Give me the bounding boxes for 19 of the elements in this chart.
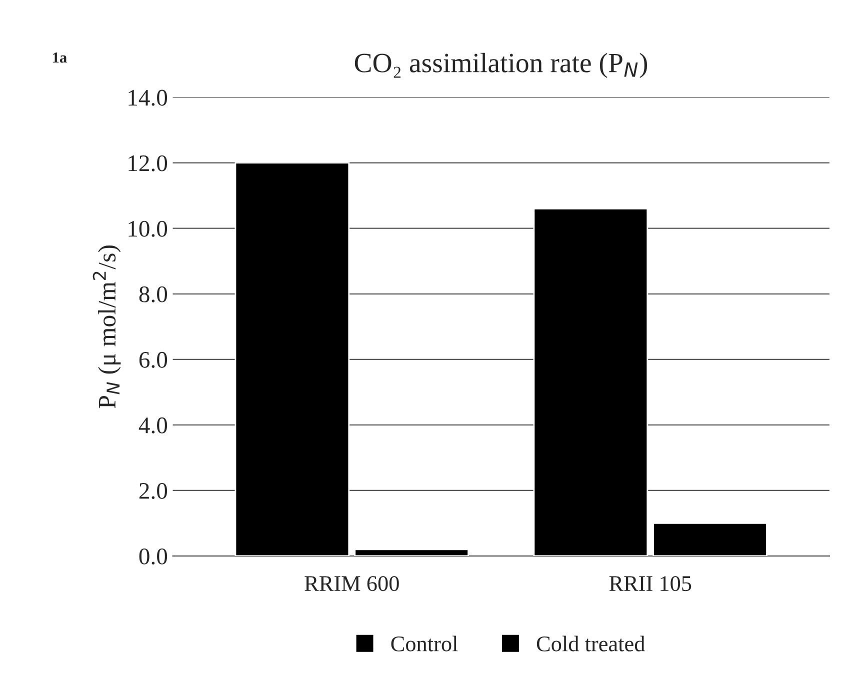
legend-label: Cold treated [536, 636, 645, 652]
y-tick-label: 14.0 [128, 90, 168, 106]
y-tick-label: 4.0 [138, 417, 168, 434]
legend-label: Control [391, 636, 458, 652]
bar [652, 522, 768, 556]
bar [234, 162, 350, 556]
x-tick-label: RRII 105 [609, 576, 692, 592]
bar [354, 548, 469, 556]
x-tick-label: RRIM 600 [304, 576, 399, 592]
y-tick-label: 2.0 [139, 482, 168, 499]
y-tick-label: 6.0 [139, 352, 168, 368]
chart-title: CO₂ assimilation rate (P$_{N}$) [354, 52, 648, 78]
y-tick-label: 0.0 [139, 548, 168, 565]
y-tick-label: 12.0 [128, 155, 168, 172]
y-tick-label: 10.0 [128, 220, 168, 237]
y-tick-label: 8.0 [139, 286, 168, 302]
text: 1a [53, 52, 67, 63]
y-axis-title: P$_{N}$ (μ mol/m$^{2}$/s) [92, 246, 121, 408]
bar [533, 208, 648, 556]
